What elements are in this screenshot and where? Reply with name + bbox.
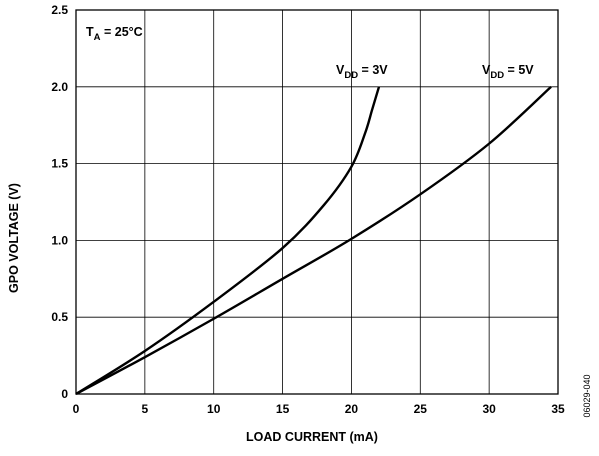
x-tick-label: 25 (414, 402, 428, 416)
y-tick-label: 0.5 (51, 310, 68, 324)
series-label-vdd-5v-main: V (482, 63, 491, 77)
y-axis-ticks: 0 0.5 1.0 1.5 2.0 2.5 (51, 3, 68, 401)
x-axis-label: LOAD CURRENT (mA) (246, 430, 378, 444)
plot-frame (75, 9, 559, 395)
temperature-annotation-rest: = 25°C (101, 25, 143, 39)
y-axis-label: GPO VOLTAGE (V) (7, 183, 21, 293)
x-tick-label: 5 (142, 402, 149, 416)
series-group (75, 85, 552, 396)
x-tick-label: 10 (207, 402, 221, 416)
series-label-vdd-3v-sub: DD (344, 70, 358, 81)
temperature-annotation: TA = 25°C (86, 25, 143, 43)
x-tick-label: 15 (276, 402, 290, 416)
x-axis-ticks: 0 5 10 15 20 25 30 35 (73, 402, 565, 416)
y-tick-label: 2.5 (51, 3, 68, 17)
grid (76, 10, 558, 394)
x-tick-label: 30 (482, 402, 496, 416)
series-label-vdd-3v: VDD = 3V (336, 63, 388, 81)
temperature-annotation-main: T (86, 25, 94, 39)
series-line-vdd-5v (75, 85, 552, 396)
series-line-vdd-3v (75, 86, 381, 396)
series-label-vdd-5v-rest: = 5V (504, 63, 534, 77)
x-tick-label: 20 (345, 402, 359, 416)
x-tick-label: 35 (551, 402, 565, 416)
y-tick-label: 1.5 (51, 157, 68, 171)
y-tick-label: 0 (61, 387, 68, 401)
y-tick-label: 1.0 (51, 233, 68, 247)
series-label-vdd-3v-main: V (336, 63, 345, 77)
series-label-vdd-3v-rest: = 3V (358, 63, 388, 77)
series-label-vdd-5v: VDD = 5V (482, 63, 534, 81)
figure-id: 06029-040 (582, 374, 592, 417)
x-tick-label: 0 (73, 402, 80, 416)
temperature-annotation-sub: A (94, 32, 101, 43)
y-tick-label: 2.0 (51, 80, 68, 94)
series-label-vdd-5v-sub: DD (490, 70, 504, 81)
